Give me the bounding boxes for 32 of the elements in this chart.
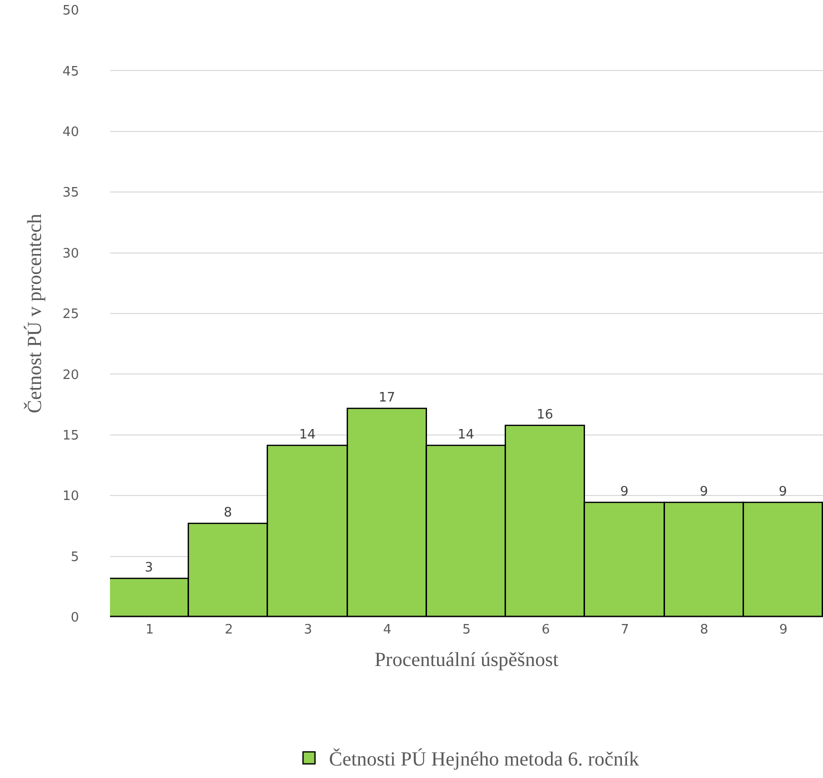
data-label: 14	[458, 427, 474, 442]
y-tick-label: 5	[70, 550, 79, 565]
data-label: 3	[144, 560, 153, 576]
y-tick-label: 35	[62, 186, 79, 201]
y-tick-label: 50	[62, 4, 79, 19]
x-tick-label: 3	[304, 622, 312, 638]
data-label: 9	[620, 484, 628, 500]
x-axis-title: Procentuální úspěšnost	[374, 649, 559, 672]
data-label: 14	[299, 427, 316, 442]
y-tick-label: 40	[62, 124, 79, 140]
y-tick-label: 0	[70, 610, 79, 626]
x-tick-label: 6	[542, 622, 550, 638]
x-tick-label: 2	[224, 622, 233, 638]
data-label: 9	[700, 484, 708, 500]
y-tick-label: 30	[62, 246, 79, 262]
x-tick-label: 7	[620, 622, 630, 638]
x-tick-label: 5	[462, 622, 471, 638]
x-tick-label: 4	[383, 622, 392, 638]
x-tick-label: 1	[145, 622, 154, 638]
data-label: 8	[224, 505, 232, 520]
y-tick-label: 15	[62, 428, 79, 444]
y-axis-title: Četnost PÚ v procentech	[22, 214, 46, 414]
y-tick-label: 25	[62, 307, 79, 322]
x-tick-label: 8	[700, 622, 708, 638]
y-tick-label: 45	[62, 64, 79, 80]
data-label: 16	[536, 407, 554, 422]
y-tick-label: 20	[62, 368, 79, 383]
x-tick-label: 9	[779, 622, 788, 638]
data-label: 9	[778, 484, 787, 500]
y-tick-label: 10	[62, 489, 79, 504]
data-label: 17	[378, 390, 396, 406]
legend-label: Četnosti PÚ Hejného metoda 6. ročník	[329, 748, 639, 771]
